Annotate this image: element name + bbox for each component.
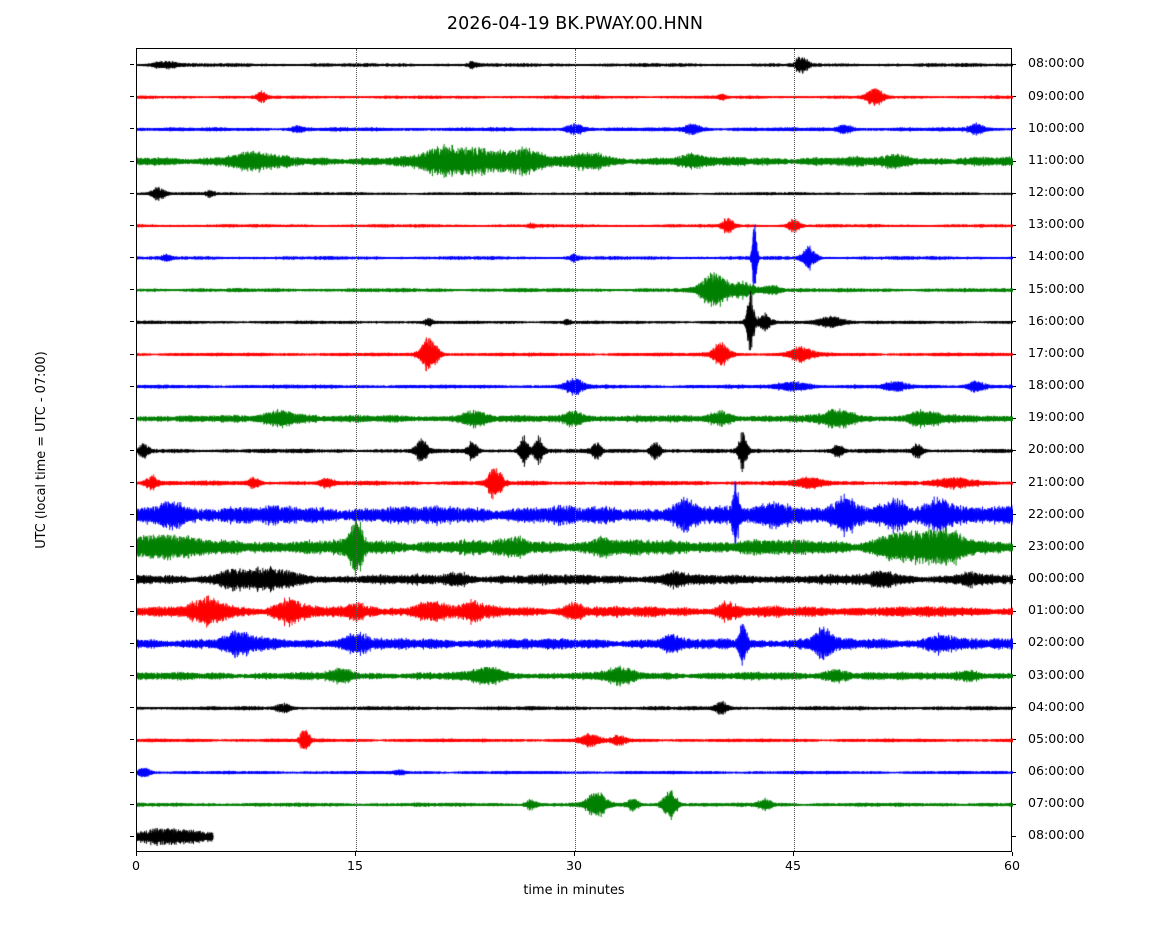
x-tick-45 (793, 852, 794, 857)
y-tick-left-12 (130, 450, 135, 451)
x-tick-label-60: 60 (1003, 858, 1021, 873)
y-tick-left-14 (130, 514, 135, 516)
y-tick-label-right-2: 10:00:00 (1028, 119, 1085, 135)
y-tick-left-2 (130, 128, 135, 130)
gridline-x-45 (794, 49, 795, 851)
y-tick-right-13 (1012, 482, 1017, 484)
y-tick-right-21 (1012, 739, 1017, 741)
y-tick-label-right-6: 14:00:00 (1028, 248, 1085, 264)
y-tick-left-20 (130, 707, 135, 709)
y-tick-left-17 (130, 610, 135, 612)
x-tick-label-30: 30 (565, 858, 583, 873)
y-tick-label-right-7: 15:00:00 (1028, 280, 1085, 296)
y-tick-label-right-17: 01:00:00 (1028, 602, 1085, 618)
y-tick-left-13 (130, 482, 135, 484)
y-tick-right-8 (1012, 321, 1017, 323)
y-tick-right-20 (1012, 707, 1017, 709)
y-tick-left-7 (130, 289, 135, 291)
y-tick-label-right-8: 16:00:00 (1028, 312, 1085, 328)
y-tick-right-17 (1012, 610, 1017, 612)
y-tick-left-6 (130, 257, 135, 259)
y-tick-label-right-10: 18:00:00 (1028, 377, 1085, 393)
y-tick-left-10 (130, 385, 135, 387)
y-tick-left-3 (130, 160, 135, 162)
y-tick-left-11 (130, 417, 135, 419)
y-tick-left-4 (130, 192, 135, 194)
y-tick-right-16 (1012, 578, 1017, 580)
plot-area[interactable] (136, 48, 1013, 853)
y-tick-right-24 (1012, 835, 1017, 837)
x-tick-0 (136, 852, 137, 857)
x-tick-label-0: 0 (131, 858, 141, 873)
y-tick-label-right-11: 19:00:00 (1028, 409, 1085, 425)
gridline-x-15 (356, 49, 357, 851)
y-tick-label-right-9: 17:00:00 (1028, 344, 1085, 360)
y-tick-label-right-22: 06:00:00 (1028, 763, 1085, 778)
y-tick-left-5 (130, 224, 135, 226)
y-tick-label-right-0: 08:00:00 (1028, 55, 1085, 71)
y-tick-right-15 (1012, 546, 1017, 548)
y-tick-label-right-12: 20:00:00 (1028, 441, 1085, 457)
x-tick-label-15: 15 (346, 858, 364, 873)
y-tick-left-0 (130, 64, 135, 66)
y-tick-label-right-18: 02:00:00 (1028, 634, 1085, 650)
y-tick-right-4 (1012, 192, 1017, 194)
y-tick-label-right-5: 13:00:00 (1028, 216, 1085, 232)
y-tick-right-2 (1012, 128, 1017, 130)
y-tick-right-9 (1012, 353, 1017, 355)
x-tick-15 (355, 852, 356, 857)
y-tick-left-8 (130, 321, 135, 323)
y-tick-right-7 (1012, 289, 1017, 291)
y-tick-label-right-14: 22:00:00 (1028, 505, 1085, 521)
y-tick-label-right-19: 03:00:00 (1028, 666, 1085, 682)
y-tick-right-10 (1012, 385, 1017, 387)
x-tick-label-45: 45 (784, 858, 802, 873)
page-title: 2026-04-19 BK.PWAY.00.HNN (446, 14, 704, 34)
y-tick-label-right-15: 23:00:00 (1028, 537, 1085, 553)
x-tick-60 (1012, 852, 1013, 857)
y-tick-right-3 (1012, 160, 1017, 162)
y-tick-left-15 (130, 546, 135, 548)
y-tick-left-1 (130, 96, 135, 98)
gridline-x-30 (575, 49, 576, 851)
y-tick-left-19 (130, 675, 135, 677)
y-tick-label-right-24: 08:00:00 (1028, 827, 1085, 843)
y-tick-left-9 (130, 353, 135, 355)
y-tick-right-19 (1012, 675, 1017, 677)
y-tick-left-24 (130, 835, 135, 837)
y-tick-right-18 (1012, 642, 1017, 644)
y-tick-right-5 (1012, 224, 1017, 226)
y-tick-label-right-23: 07:00:00 (1028, 795, 1085, 811)
y-tick-right-0 (1012, 64, 1017, 66)
y-tick-right-14 (1012, 514, 1017, 516)
y-tick-label-right-3: 11:00:00 (1028, 151, 1085, 167)
y-tick-right-11 (1012, 417, 1017, 419)
x-tick-30 (574, 852, 575, 857)
x-axis-label: time in minutes (523, 883, 625, 898)
y-tick-label-right-1: 09:00:00 (1028, 87, 1085, 103)
y-axis-label: UTC (local time = UTC - 07:00) (34, 351, 49, 549)
y-tick-left-23 (130, 803, 135, 805)
y-tick-label-right-20: 04:00:00 (1028, 698, 1085, 714)
y-tick-right-23 (1012, 803, 1017, 805)
y-tick-label-right-21: 05:00:00 (1028, 730, 1085, 746)
y-tick-right-22 (1012, 771, 1017, 773)
y-tick-label-right-13: 21:00:00 (1028, 473, 1085, 489)
y-tick-right-12 (1012, 450, 1017, 451)
y-tick-right-1 (1012, 96, 1017, 98)
y-tick-right-6 (1012, 257, 1017, 259)
y-tick-left-16 (130, 578, 135, 580)
y-tick-left-18 (130, 642, 135, 644)
y-tick-left-21 (130, 739, 135, 741)
y-tick-left-22 (130, 771, 135, 773)
y-tick-label-right-4: 12:00:00 (1028, 184, 1085, 200)
y-tick-label-right-16: 00:00:00 (1028, 570, 1085, 586)
